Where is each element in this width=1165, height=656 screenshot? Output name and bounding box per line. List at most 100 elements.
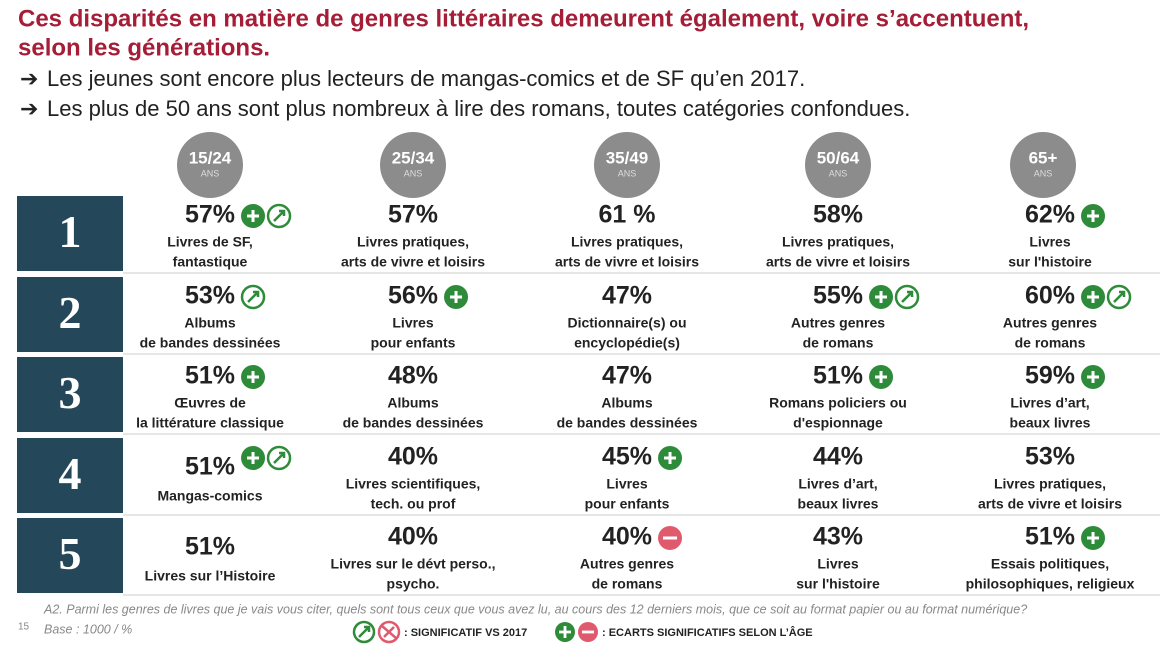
genre-label: Livres pratiques, xyxy=(782,234,894,250)
trend-badge xyxy=(240,284,266,310)
genre-label: Autres genres xyxy=(580,556,674,572)
age-unit: ANS xyxy=(829,168,848,178)
genre-label: arts de vivre et loisirs xyxy=(766,254,910,270)
question: A2. Parmi les genres de livres que je va… xyxy=(43,602,1027,616)
plus-badge xyxy=(658,446,683,470)
genre-label: Albums xyxy=(601,395,653,411)
percentage: 47% xyxy=(602,362,652,390)
percentage: 60% xyxy=(1025,282,1075,310)
rank: 3 xyxy=(59,367,82,418)
percentage: 40% xyxy=(388,523,438,551)
genre-label: de bandes dessinées xyxy=(140,335,281,351)
badge-sign xyxy=(1087,291,1100,303)
genre-label: Albums xyxy=(387,395,439,411)
rank-box xyxy=(17,196,123,271)
genre-label: Autres genres xyxy=(791,315,885,331)
genre-label: de romans xyxy=(592,576,663,592)
age-label: 65+ xyxy=(1029,148,1058,167)
badge-sign xyxy=(247,371,260,383)
genre-label: la littérature classique xyxy=(136,415,284,431)
genre-label: Livres xyxy=(817,556,858,572)
percentage: 53% xyxy=(185,282,235,310)
rank-box xyxy=(17,438,123,513)
plus-badge xyxy=(1081,285,1106,309)
genre-label: tech. ou prof xyxy=(371,496,456,512)
arrow: ➔ xyxy=(20,66,38,91)
genre-label: Essais politiques, xyxy=(991,556,1109,572)
genre-label: Livres de SF, xyxy=(167,234,253,250)
arrow: ➔ xyxy=(20,96,38,121)
age-unit: ANS xyxy=(1034,168,1053,178)
plus-badge xyxy=(869,365,894,389)
age-unit: ANS xyxy=(201,168,220,178)
badge-arrow xyxy=(273,451,286,464)
genre-label: de bandes dessinées xyxy=(343,415,484,431)
rank: 2 xyxy=(59,287,82,338)
badge-sign xyxy=(1087,371,1100,383)
badge-sign xyxy=(450,291,463,303)
percentage: 40% xyxy=(602,523,652,551)
percentage: 45% xyxy=(602,443,652,471)
rank: 4 xyxy=(59,448,82,499)
genre-label: de romans xyxy=(1015,335,1086,351)
rank-box xyxy=(17,277,123,352)
genre-label: beaux livres xyxy=(798,496,879,512)
base: Base : 1000 / % xyxy=(44,622,132,636)
age-circle xyxy=(805,132,871,198)
legend-icons xyxy=(352,620,598,644)
legend-label: : SIGNIFICATIF VS 2017 xyxy=(404,627,527,639)
trend-badge xyxy=(894,284,920,310)
percentage: 62% xyxy=(1025,201,1075,229)
bullet: Les jeunes sont encore plus lecteurs de … xyxy=(47,66,805,91)
plus-badge xyxy=(444,285,469,309)
badge-sign xyxy=(1087,532,1100,544)
badge-sign xyxy=(875,371,888,383)
plus-badge xyxy=(241,204,266,228)
percentage: 43% xyxy=(813,523,863,551)
badge-sign xyxy=(875,291,888,303)
percentage: 44% xyxy=(813,443,863,471)
genre-label: Livres pratiques, xyxy=(571,234,683,250)
percentage: 51% xyxy=(185,362,235,390)
plus-badge xyxy=(241,365,266,389)
percentage: 51% xyxy=(185,453,235,481)
percentage: 59% xyxy=(1025,362,1075,390)
genre-label: fantastique xyxy=(173,254,248,270)
age-label: 50/64 xyxy=(817,148,860,167)
genre-label: Dictionnaire(s) ou xyxy=(567,315,686,331)
percentage: 48% xyxy=(388,362,438,390)
age-circle xyxy=(177,132,243,198)
plus-badge xyxy=(869,285,894,309)
genre-label: arts de vivre et loisirs xyxy=(978,496,1122,512)
badge-arrow xyxy=(247,290,260,303)
rank: 5 xyxy=(59,528,82,579)
plus-badge xyxy=(1081,204,1106,228)
genre-label: Livres xyxy=(392,315,433,331)
plus-badge xyxy=(241,446,266,470)
genre-label: d'espionnage xyxy=(793,415,883,431)
percentage: 51% xyxy=(185,533,235,561)
badge-sign xyxy=(247,210,260,222)
genre-label: psycho. xyxy=(387,576,440,592)
genre-label: philosophiques, religieux xyxy=(966,576,1135,592)
percentage: 57% xyxy=(388,201,438,229)
plus-badge xyxy=(1081,365,1106,389)
minus-badge xyxy=(658,526,683,550)
percentage: 53% xyxy=(1025,443,1075,471)
genre-label: Livres xyxy=(1029,234,1070,250)
rank-box xyxy=(17,518,123,593)
genre-label: Mangas-comics xyxy=(157,488,262,504)
genre-label: Livres sur l’Histoire xyxy=(145,568,276,584)
percentage: 56% xyxy=(388,282,438,310)
genre-label: beaux livres xyxy=(1010,415,1091,431)
rank: 1 xyxy=(59,206,82,257)
genre-label: Livres pratiques, xyxy=(994,476,1106,492)
plus-badge xyxy=(1081,526,1106,550)
genre-label: Livres sur le dévt perso., xyxy=(331,556,496,572)
genre-label: sur l'histoire xyxy=(1008,254,1092,270)
genre-label: pour enfants xyxy=(585,496,670,512)
genre-label: arts de vivre et loisirs xyxy=(341,254,485,270)
genre-label: Albums xyxy=(184,315,236,331)
badge-arrow xyxy=(901,290,914,303)
